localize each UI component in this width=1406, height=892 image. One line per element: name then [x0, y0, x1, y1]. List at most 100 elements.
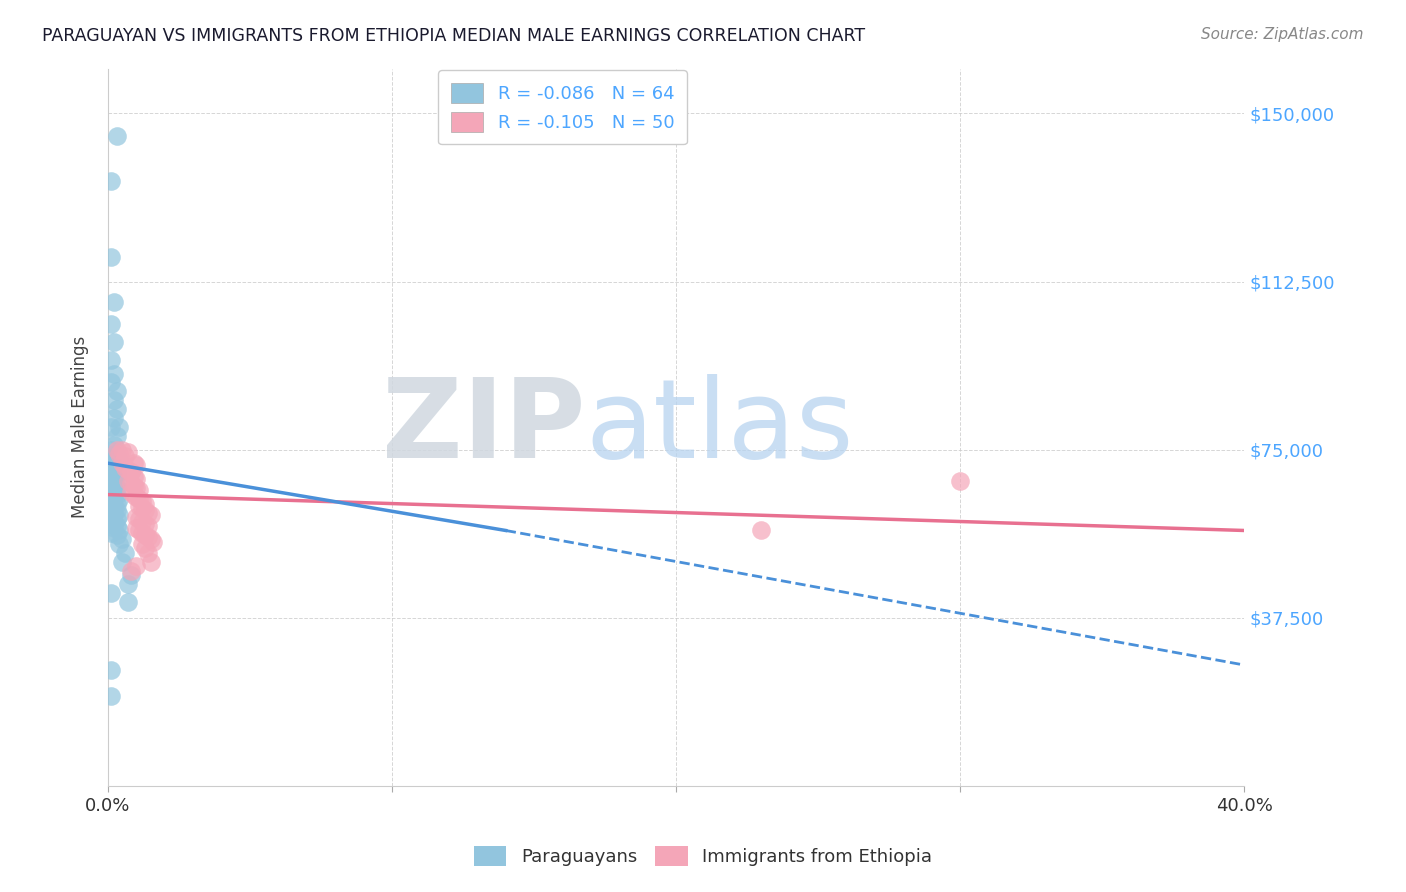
Point — [100, 442, 122, 457]
Point — [134, 516, 156, 531]
Point — [100, 494, 122, 508]
Y-axis label: Median Male Earnings: Median Male Earnings — [72, 336, 89, 518]
Point — [103, 456, 125, 470]
Point — [125, 458, 148, 473]
Point — [100, 376, 122, 390]
Point — [134, 503, 156, 517]
Point — [100, 472, 122, 486]
Point — [103, 476, 125, 491]
Point — [131, 494, 153, 508]
Point — [128, 483, 150, 497]
Text: atlas: atlas — [585, 374, 853, 481]
Point — [100, 353, 122, 368]
Point — [122, 469, 145, 483]
Point — [114, 460, 136, 475]
Point — [134, 541, 156, 556]
Point — [117, 595, 139, 609]
Point — [103, 447, 125, 461]
Point — [136, 530, 159, 544]
Point — [100, 451, 122, 466]
Point — [120, 465, 142, 479]
Point — [105, 460, 128, 475]
Point — [100, 501, 122, 516]
Point — [108, 447, 131, 461]
Point — [105, 450, 128, 464]
Point — [105, 512, 128, 526]
Point — [103, 393, 125, 408]
Point — [103, 483, 125, 497]
Point — [108, 492, 131, 507]
Point — [111, 442, 134, 457]
Point — [105, 402, 128, 417]
Point — [105, 519, 128, 533]
Point — [105, 497, 128, 511]
Point — [100, 485, 122, 500]
Point — [117, 577, 139, 591]
Point — [122, 478, 145, 492]
Point — [125, 490, 148, 504]
Point — [139, 508, 162, 522]
Point — [131, 537, 153, 551]
Point — [120, 485, 142, 500]
Point — [105, 429, 128, 443]
Point — [949, 474, 972, 488]
Text: PARAGUAYAN VS IMMIGRANTS FROM ETHIOPIA MEDIAN MALE EARNINGS CORRELATION CHART: PARAGUAYAN VS IMMIGRANTS FROM ETHIOPIA M… — [42, 27, 865, 45]
Point — [103, 490, 125, 504]
Point — [100, 317, 122, 331]
Point — [114, 450, 136, 464]
Point — [103, 367, 125, 381]
Point — [120, 564, 142, 578]
Point — [117, 445, 139, 459]
Point — [103, 294, 125, 309]
Point — [100, 663, 122, 677]
Point — [100, 420, 122, 434]
Point — [136, 519, 159, 533]
Point — [136, 546, 159, 560]
Point — [103, 469, 125, 483]
Point — [751, 524, 773, 538]
Point — [108, 508, 131, 522]
Point — [125, 472, 148, 486]
Point — [100, 463, 122, 477]
Point — [103, 411, 125, 425]
Point — [120, 476, 142, 491]
Point — [134, 497, 156, 511]
Legend: R = -0.086   N = 64, R = -0.105   N = 50: R = -0.086 N = 64, R = -0.105 N = 50 — [439, 70, 688, 145]
Point — [128, 512, 150, 526]
Point — [100, 174, 122, 188]
Point — [103, 438, 125, 452]
Point — [103, 335, 125, 350]
Point — [128, 524, 150, 538]
Point — [125, 559, 148, 574]
Point — [125, 510, 148, 524]
Point — [111, 456, 134, 470]
Point — [117, 474, 139, 488]
Point — [108, 454, 131, 468]
Point — [105, 528, 128, 542]
Point — [125, 481, 148, 495]
Point — [122, 487, 145, 501]
Text: ZIP: ZIP — [382, 374, 585, 481]
Point — [105, 384, 128, 399]
Point — [105, 503, 128, 517]
Point — [128, 499, 150, 513]
Point — [105, 474, 128, 488]
Point — [139, 555, 162, 569]
Point — [105, 481, 128, 495]
Point — [111, 555, 134, 569]
Point — [142, 534, 165, 549]
Point — [105, 442, 128, 457]
Point — [103, 506, 125, 520]
Point — [105, 487, 128, 501]
Point — [134, 528, 156, 542]
Point — [120, 568, 142, 582]
Point — [103, 521, 125, 535]
Point — [108, 420, 131, 434]
Text: Source: ZipAtlas.com: Source: ZipAtlas.com — [1201, 27, 1364, 42]
Point — [117, 463, 139, 477]
Point — [136, 506, 159, 520]
Point — [139, 533, 162, 547]
Point — [100, 586, 122, 600]
Point — [103, 499, 125, 513]
Point — [103, 465, 125, 479]
